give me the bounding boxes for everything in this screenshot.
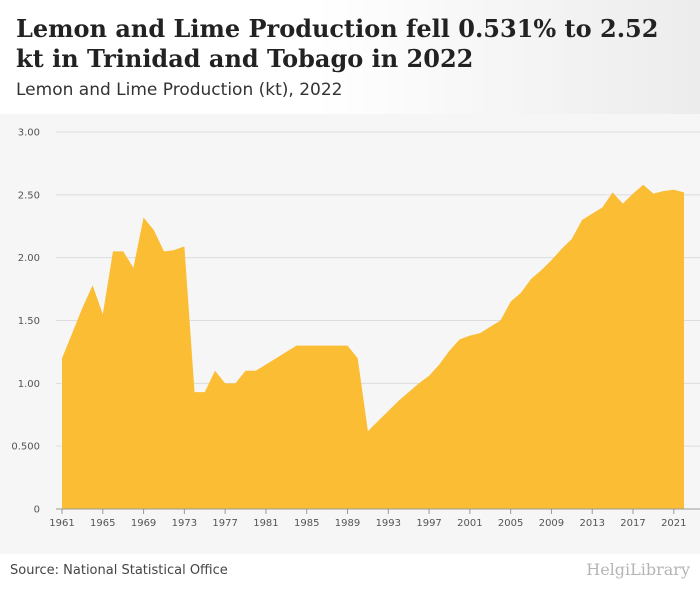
x-tick-label: 1993	[376, 518, 401, 529]
x-tick-label: 2005	[498, 518, 523, 529]
x-tick-label: 2017	[620, 518, 645, 529]
y-tick-label: 2.00	[18, 253, 40, 264]
x-tick-label: 2001	[457, 518, 482, 529]
x-tick-label: 1965	[90, 518, 115, 529]
y-tick-label: 3.00	[18, 128, 40, 139]
x-tick-label: 1973	[172, 518, 197, 529]
x-tick-label: 1969	[131, 518, 156, 529]
y-tick-label: 0.500	[11, 442, 40, 453]
x-tick-label: 1961	[49, 518, 74, 529]
x-tick-label: 1977	[212, 518, 237, 529]
y-tick-label: 2.50	[18, 190, 40, 201]
x-tick-label: 2009	[539, 518, 564, 529]
x-tick-label: 2021	[661, 518, 686, 529]
x-tick-label: 1997	[416, 518, 441, 529]
plot-area: 0 0.500 1.00 1.50 2.00 2.50 3.00 1961 1965 1969 19…	[0, 114, 700, 554]
chart-header: Lemon and Lime Production fell 0.531% to…	[0, 0, 700, 114]
helgilibrary-logo: HelgiLibrary	[586, 560, 690, 579]
chart-subtitle: Lemon and Lime Production (kt), 2022	[16, 80, 343, 100]
chart-title: Lemon and Lime Production fell 0.531% to…	[16, 14, 659, 73]
x-tick-label: 1985	[294, 518, 319, 529]
x-tick-label: 1989	[335, 518, 360, 529]
production-area	[62, 184, 684, 509]
x-tick-label: 1981	[253, 518, 278, 529]
x-tick-label: 2013	[580, 518, 605, 529]
y-tick-label: 1.00	[18, 379, 40, 390]
y-tick-label: 0	[34, 505, 40, 516]
source-note: Source: National Statistical Office	[10, 563, 228, 578]
area-chart: 0 0.500 1.00 1.50 2.00 2.50 3.00 1961 1965 1969 19…	[11, 128, 700, 529]
y-tick-label: 1.50	[18, 316, 40, 327]
